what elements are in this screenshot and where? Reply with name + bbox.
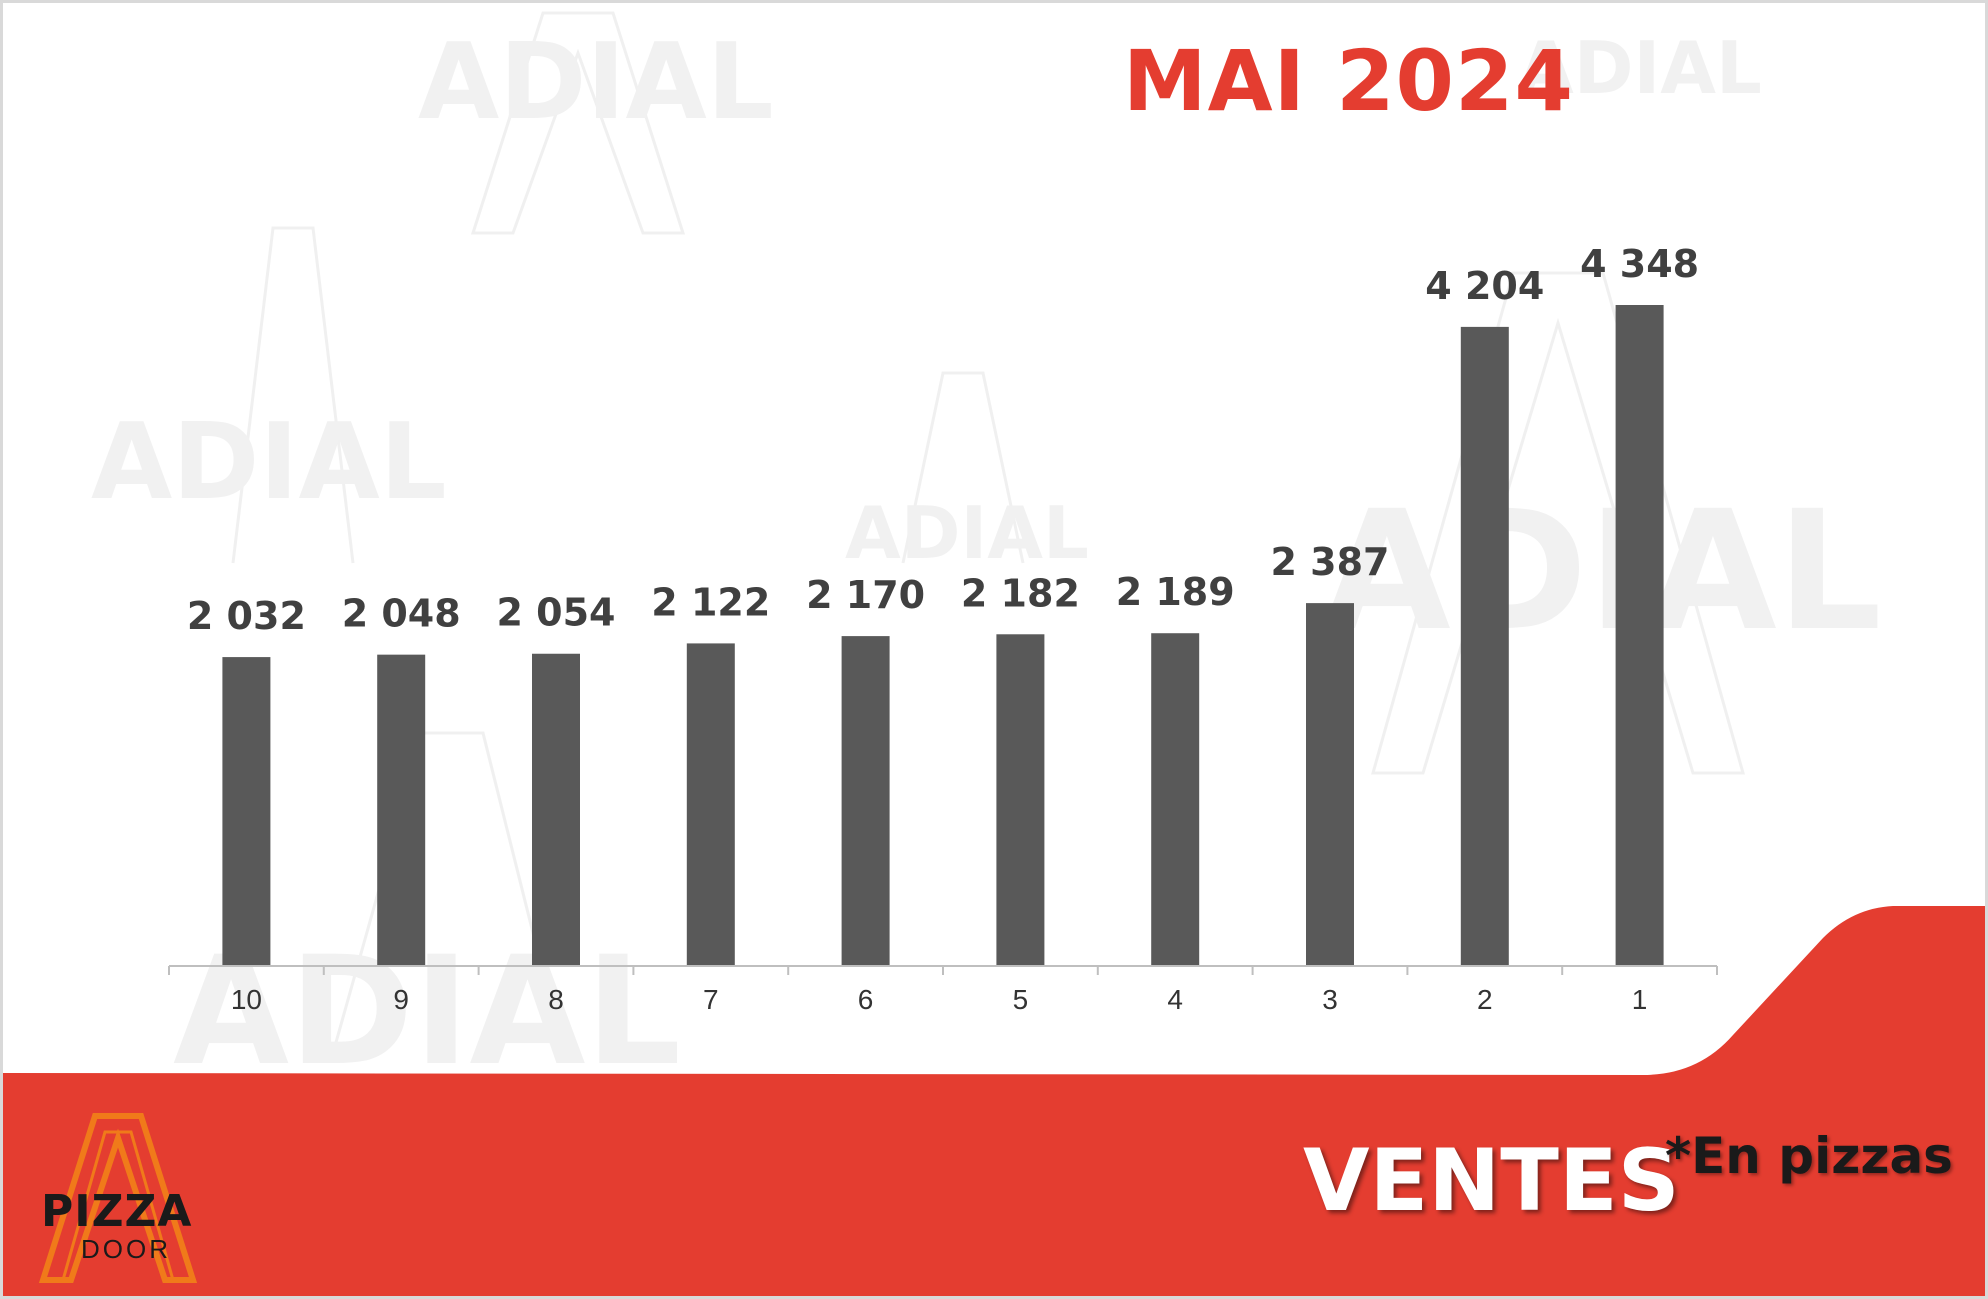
x-tick-label: 7 xyxy=(703,984,719,1015)
bar xyxy=(841,636,890,966)
footer-title: VENTES xyxy=(1303,1131,1680,1231)
x-tick-label: 4 xyxy=(1167,984,1183,1015)
x-tick-label: 5 xyxy=(1013,984,1029,1015)
bar-value-label: 2 122 xyxy=(651,580,770,624)
x-tick-label: 3 xyxy=(1322,984,1338,1015)
logo-sub-text: DOOR xyxy=(81,1234,171,1264)
bar xyxy=(1615,305,1664,966)
logo-brand-text: PIZZA xyxy=(41,1186,193,1237)
x-tick-label: 9 xyxy=(393,984,409,1015)
bar xyxy=(1151,633,1200,966)
x-tick-label: 8 xyxy=(548,984,564,1015)
bar xyxy=(1460,326,1509,966)
bar xyxy=(222,657,271,966)
bar-value-label: 2 182 xyxy=(961,571,1080,615)
bar-value-label: 4 204 xyxy=(1425,264,1544,308)
bar-value-label: 2 387 xyxy=(1271,540,1390,584)
bar-chart: 2 032 10 2 048 9 2 054 8 2 122 7 2 170 6 2 182 5 2 1… xyxy=(168,242,1718,1015)
pizza-door-logo: PIZZA DOOR xyxy=(33,1108,203,1288)
bar-value-label: 2 170 xyxy=(806,573,925,617)
bar-value-label: 4 348 xyxy=(1580,242,1699,286)
bar xyxy=(377,654,426,966)
chart-title: MAI 2024 xyxy=(1123,32,1574,130)
bar-value-label: 2 032 xyxy=(187,594,306,638)
x-tick-label: 1 xyxy=(1632,984,1648,1015)
bar-value-label: 2 189 xyxy=(1116,570,1235,614)
footer-note: *En pizzas xyxy=(1665,1127,1953,1185)
bar-value-label: 2 054 xyxy=(497,591,616,635)
bar xyxy=(532,653,580,966)
x-tick-label: 6 xyxy=(858,984,874,1015)
logo-a-mark-icon xyxy=(38,1113,198,1283)
bar-value-label: 2 048 xyxy=(342,592,461,636)
bar xyxy=(996,634,1045,966)
bar xyxy=(1306,603,1354,966)
footer-band xyxy=(3,906,1985,1296)
bar xyxy=(686,643,735,966)
x-tick-label: 10 xyxy=(231,984,262,1015)
x-tick-label: 2 xyxy=(1477,984,1493,1015)
